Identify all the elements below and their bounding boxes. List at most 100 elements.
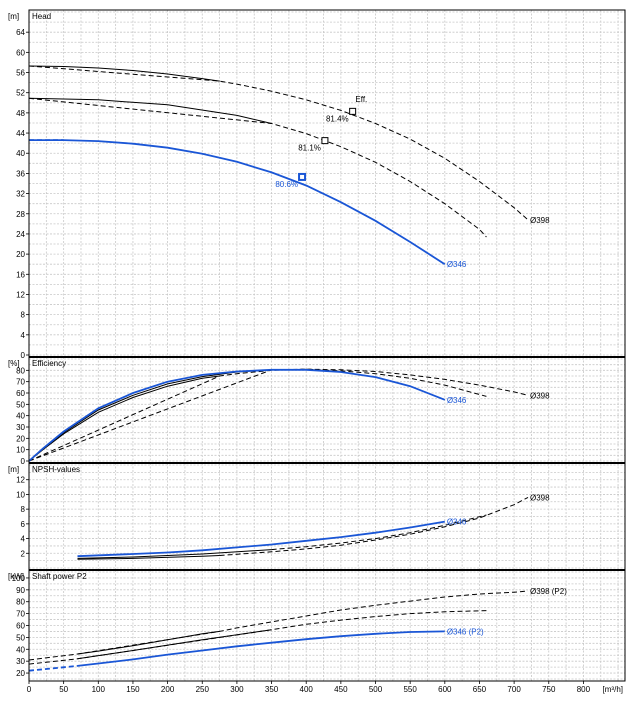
panels-layer: 0481216202428323640444852566064Ø398Ø3468… [8,9,626,682]
efficiency-marker-label: 81.1% [298,144,321,153]
series-solid-line [77,630,445,667]
panel-power: 20 30 40 50 60 70 80 90 100 Ø398 (P2) Ø346 (P2) [kW… [8,569,626,682]
series-solid-line [29,139,446,265]
x-tick-label: 250 [196,685,210,694]
panel-title: Shaft power P2 [32,572,87,581]
series-solid-line [77,520,445,558]
series-solid-line [28,368,446,462]
series--398: Ø398 [28,368,550,462]
panel-unit: [m] [8,465,19,474]
series-label: Ø398 [530,216,550,225]
y-tick-label: 2 [21,549,26,558]
panel-unit: [kW] [8,572,24,581]
x-tick-label: 600 [438,685,452,694]
series-label: Ø346 [447,518,467,527]
series-solid-line [28,65,220,82]
panel-title: NPSH-values [32,465,80,474]
series-dashed-line [28,665,78,672]
series--346: Ø346 [29,139,467,269]
series-label: Ø346 [447,260,467,269]
x-tick-label: 200 [161,685,175,694]
y-tick-label: 48 [16,109,25,118]
series--346-p2-: Ø346 (P2) [28,627,484,672]
panel-title: Efficiency [32,359,66,368]
y-tick-label: 80 [16,366,25,375]
y-tick-label: 30 [16,423,25,432]
x-tick-label: 750 [542,685,556,694]
y-tick-label: 36 [16,169,25,178]
y-tick-label: 40 [16,645,25,654]
x-tick-label: 700 [507,685,521,694]
series-unlabeled [28,97,487,238]
y-tick-label: 52 [16,89,25,98]
y-tick-label: 6 [21,520,26,529]
series-solid-line [28,375,220,462]
series-solid-line [77,555,220,560]
y-tick-label: 8 [21,505,26,514]
y-tick-label: 40 [16,149,25,158]
y-tick-label: 30 [16,657,25,666]
series--398-p2-: Ø398 (P2) [28,587,567,661]
series-label: Ø398 (P2) [530,587,567,596]
x-tick-label: 650 [473,685,487,694]
series-solid-line [77,629,272,660]
x-tick-label: 0 [27,685,32,694]
y-tick-label: 10 [16,490,25,499]
series-label: Ø398 [530,391,550,400]
x-tick-label: 550 [403,685,417,694]
y-tick-label: 20 [16,434,25,443]
series-dashed-line [28,368,529,462]
series-dashed-line [219,496,529,556]
y-tick-label: 12 [16,290,25,299]
series--346: Ø346 [77,518,467,558]
y-tick-label: 50 [16,400,25,409]
x-tick-label: 350 [265,685,279,694]
x-axis-unit: [m³/h] [603,685,623,694]
series-solid-line [77,549,272,559]
series-solid-line [28,97,272,124]
y-tick-label: 12 [16,476,25,485]
y-tick-label: 8 [21,311,26,320]
panel-unit: [%] [8,359,20,368]
series-unlabeled [28,610,487,665]
x-tick-label: 100 [92,685,106,694]
series-unlabeled [77,514,487,559]
series-label: Ø346 (P2) [447,627,484,636]
efficiency-marker [349,107,357,115]
y-tick-label: 100 [12,574,26,583]
y-tick-label: 56 [16,69,25,78]
series--346: Ø346 [28,368,467,462]
y-tick-label: 70 [16,378,25,387]
efficiency-marker-label: 81.4% [326,114,349,123]
x-tick-label: 300 [230,685,244,694]
series-label: Ø398 [530,493,550,502]
y-tick-label: 10 [16,446,25,455]
series-label: Ø346 [447,396,467,405]
panel-title: Head [32,12,51,21]
panel-efficiency: 0 10 20 30 40 50 60 70 80 Ø398 Ø346 [%] Efficiency [8,356,626,466]
panel-head: 0481216202428323640444852566064Ø398Ø3468… [8,9,626,360]
y-tick-label: 4 [21,535,26,544]
x-tick-label: 800 [577,685,591,694]
y-tick-label: 20 [16,669,25,678]
x-axis: 0 50 100 150 200 250 300 350 400 450 500 550 600 650 7… [27,681,623,694]
y-tick-label: 64 [16,28,25,37]
efficiency-marker [321,137,329,145]
x-tick-label: 500 [369,685,383,694]
panel-unit: [m] [8,12,19,21]
x-tick-label: 150 [126,685,140,694]
y-tick-label: 4 [21,331,26,340]
y-tick-label: 80 [16,598,25,607]
y-tick-label: 28 [16,210,25,219]
y-tick-label: 90 [16,586,25,595]
series-dashed-line [28,97,487,238]
annotation-label: Eff. [355,95,367,104]
panel-npsh: 2 4 6 8 10 12 Ø398 Ø346 [m] NPSH-values [8,462,626,571]
series-solid-line [77,630,220,655]
y-tick-label: 60 [16,622,25,631]
y-tick-label: 50 [16,633,25,642]
y-tick-label: 20 [16,250,25,259]
y-tick-label: 44 [16,129,25,138]
